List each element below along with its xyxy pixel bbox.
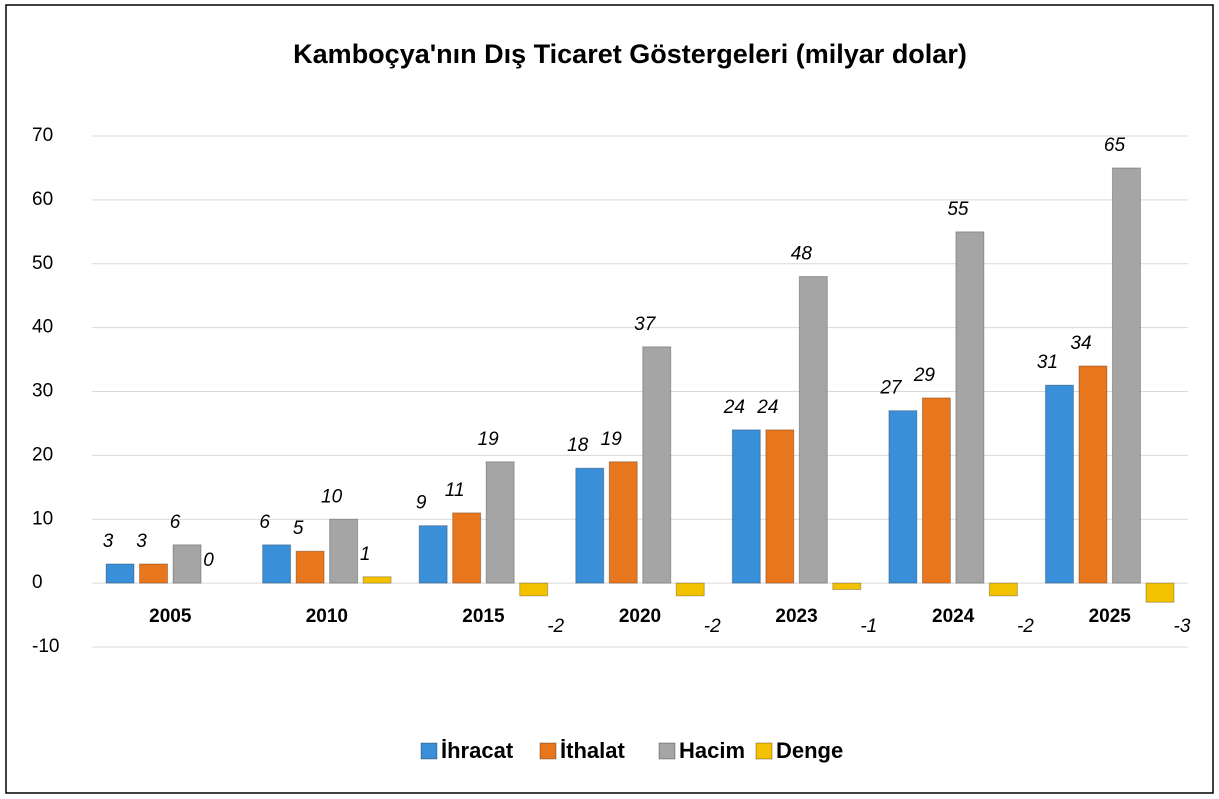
value-label: 19 [478,429,500,450]
bar [675,582,705,597]
value-label: 3 [103,531,114,552]
legend-swatch [658,742,676,760]
value-label: 55 [947,199,969,220]
chart-title: Kamboçya'nın Dış Ticaret Göstergeleri (m… [293,39,967,69]
legend-swatch [539,742,557,760]
legend-label: Denge [776,738,843,763]
value-label: 6 [170,512,181,533]
x-tick-label: 2020 [619,606,661,627]
value-label: 24 [756,397,778,418]
legend-label: İhracat [441,738,514,763]
x-tick-label: 2015 [462,606,505,627]
bar [172,544,202,584]
value-label: -2 [547,616,564,637]
y-tick-label: 50 [32,253,53,274]
value-label: 9 [416,493,427,514]
value-label: 0 [203,550,214,571]
value-label: 31 [1037,352,1058,373]
value-label: 10 [321,486,343,507]
bar [262,544,292,584]
value-label: 24 [723,397,745,418]
bar [329,518,359,584]
bar [1078,365,1108,584]
bar [955,231,985,584]
bar [608,461,638,584]
chart-border [5,4,1214,794]
bar [921,397,951,584]
y-tick-label: -10 [32,636,59,657]
bar [988,582,1018,597]
value-label: 5 [293,518,304,539]
y-tick-label: 40 [32,317,53,338]
y-tick-label: 30 [32,381,53,402]
value-label: -2 [1017,616,1034,637]
bar [575,467,605,584]
value-label: 3 [136,531,147,552]
value-label: 18 [567,435,589,456]
value-label: 48 [791,244,813,265]
bar [485,461,515,584]
y-tick-label: 70 [32,125,53,146]
bar [1044,384,1074,584]
legend-label: Hacim [679,738,745,763]
x-tick-label: 2025 [1089,606,1132,627]
value-label: 37 [634,314,657,335]
bar [418,525,448,584]
bar [765,429,795,584]
bar [888,410,918,584]
value-label: -2 [704,616,721,637]
bar [798,276,828,584]
value-label: 34 [1070,333,1091,354]
value-label: -3 [1174,616,1191,637]
bar [452,512,482,584]
value-label: 6 [259,512,270,533]
bar [295,550,325,584]
y-tick-label: 60 [32,189,53,210]
y-tick-label: 20 [32,444,53,465]
value-label: 65 [1104,135,1126,156]
x-tick-label: 2024 [932,606,975,627]
bar [519,582,549,597]
bar [731,429,761,584]
bar [1145,582,1175,603]
legend-swatch [420,742,438,760]
bar [1111,167,1141,584]
bar [832,582,862,591]
value-label: 11 [445,480,465,501]
x-tick-label: 2005 [149,606,192,627]
bar [642,346,672,584]
value-label: 29 [913,365,936,386]
bar [362,576,392,584]
legend-swatch [755,742,773,760]
x-tick-label: 2010 [306,606,348,627]
value-label: 1 [360,544,371,565]
x-tick-label: 2023 [775,606,817,627]
y-tick-label: 0 [32,572,43,593]
legend-label: İthalat [560,738,625,763]
bar [139,563,169,584]
value-label: 19 [601,429,623,450]
y-tick-label: 10 [32,508,53,529]
value-label: 27 [879,378,903,399]
value-label: -1 [860,616,877,637]
bar [105,563,135,584]
